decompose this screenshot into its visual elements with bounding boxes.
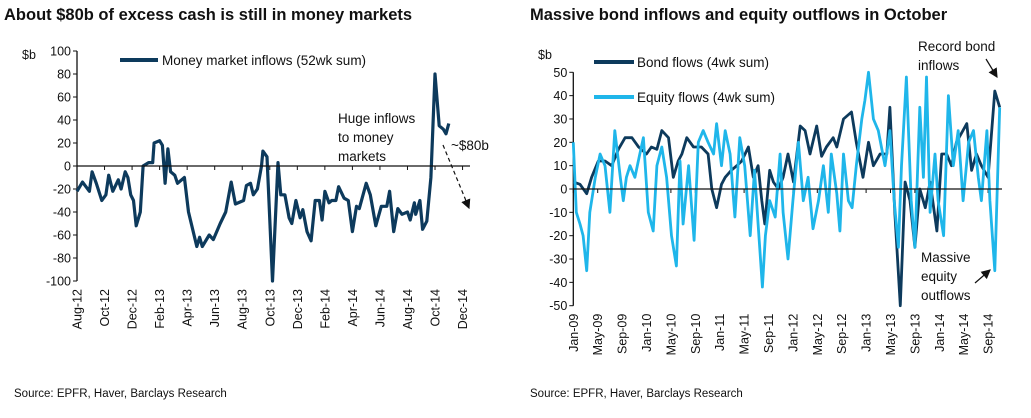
y-tick-label: 20 xyxy=(57,137,71,151)
series-line xyxy=(75,72,451,283)
y-tick-label: -40 xyxy=(53,206,71,220)
x-tick-label: Sep-12 xyxy=(835,314,849,354)
y-tick-label: 40 xyxy=(553,89,567,103)
y-tick-label: 50 xyxy=(553,66,567,80)
y-tick-label: 10 xyxy=(553,159,567,173)
annotation: Record bond xyxy=(918,39,995,54)
annotation-arrow xyxy=(985,58,998,79)
x-tick-label: Apr-14 xyxy=(346,289,360,327)
annotation: ~$80b xyxy=(451,138,489,153)
x-tick-label: Aug-13 xyxy=(236,289,250,329)
y-tick-label: -80 xyxy=(53,252,71,266)
x-tick-label: Jan-10 xyxy=(640,314,654,352)
y-tick-label: 30 xyxy=(553,112,567,126)
y-tick-label: 0 xyxy=(64,160,71,174)
chart-title: About $80b of excess cash is still in mo… xyxy=(4,6,412,24)
x-tick-label: Dec-14 xyxy=(456,289,470,329)
x-tick-label: Dec-12 xyxy=(126,289,140,329)
x-tick-label: May-09 xyxy=(591,314,605,356)
y-tick-label: 60 xyxy=(57,91,71,105)
annotation: equity xyxy=(921,269,957,284)
x-tick-label: Jan-09 xyxy=(567,314,581,352)
x-tick-label: Sep-09 xyxy=(616,314,630,354)
x-tick-label: Feb-14 xyxy=(318,289,332,329)
x-tick-label: Dec-13 xyxy=(291,289,305,329)
annotation: inflows xyxy=(918,58,960,73)
series-line xyxy=(571,70,1002,289)
source-note: Source: EPFR, Haver, Barclays Research xyxy=(530,388,743,400)
x-tick-label: Jun-13 xyxy=(208,289,222,327)
annotation: Huge inflows xyxy=(338,111,416,126)
x-tick-label: May-13 xyxy=(884,314,898,356)
x-tick-label: Jan-14 xyxy=(933,314,947,352)
y-tick-label: -20 xyxy=(549,229,567,243)
annotation: outflows xyxy=(921,288,971,303)
x-tick-label: Oct-14 xyxy=(429,289,443,327)
y-tick-label: -20 xyxy=(53,183,71,197)
x-tick-label: Jan-13 xyxy=(860,314,874,352)
y-axis-label: $b xyxy=(538,48,552,62)
x-tick-label: Aug-14 xyxy=(401,289,415,329)
x-tick-label: Sep-14 xyxy=(982,314,996,354)
annotation-arrow xyxy=(974,269,991,284)
x-tick-label: Oct-13 xyxy=(263,289,277,327)
y-tick-label: -10 xyxy=(549,206,567,220)
x-tick-label: Jan-12 xyxy=(786,314,800,352)
y-axis-label: $b xyxy=(22,48,36,62)
y-tick-label: 100 xyxy=(50,45,71,59)
x-tick-label: Jun-14 xyxy=(373,289,387,327)
bond-equity-chart: Massive bond inflows and equity outflows… xyxy=(530,6,1002,400)
annotation-arrow xyxy=(442,144,471,210)
chart-title: Massive bond inflows and equity outflows… xyxy=(530,6,948,24)
money-market-chart: About $80b of excess cash is still in mo… xyxy=(4,6,489,400)
x-tick-label: Oct-12 xyxy=(98,289,112,327)
series-line xyxy=(572,89,1002,308)
source-note: Source: EPFR, Haver, Barclays Research xyxy=(14,388,227,400)
x-tick-label: May-14 xyxy=(957,314,971,356)
y-tick-label: 40 xyxy=(57,114,71,128)
x-tick-label: Jan-11 xyxy=(713,314,727,351)
x-tick-label: Aug-12 xyxy=(71,289,85,329)
x-tick-label: Sep-13 xyxy=(908,314,922,354)
x-tick-label: Feb-13 xyxy=(153,289,167,329)
y-tick-label: -30 xyxy=(549,253,567,267)
y-tick-label: -40 xyxy=(549,276,567,290)
legend-label: Money market inflows (52wk sum) xyxy=(162,53,366,68)
y-tick-label: 20 xyxy=(553,136,567,150)
x-tick-label: Sep-10 xyxy=(689,314,703,354)
annotation: to money xyxy=(338,130,394,145)
legend-label: Equity flows (4wk sum) xyxy=(637,90,775,105)
y-tick-label: -50 xyxy=(549,299,567,313)
annotation: markets xyxy=(338,149,386,164)
x-tick-label: May-10 xyxy=(664,314,678,356)
y-tick-label: -60 xyxy=(53,229,71,243)
legend-label: Bond flows (4wk sum) xyxy=(637,55,769,70)
y-tick-label: 80 xyxy=(57,68,71,82)
y-tick-label: 0 xyxy=(560,183,567,197)
annotation: Massive xyxy=(921,250,971,265)
x-tick-label: Apr-13 xyxy=(181,289,195,327)
x-tick-label: Sep-11 xyxy=(762,314,776,353)
y-tick-label: -100 xyxy=(46,275,71,289)
x-tick-label: May-11 xyxy=(738,314,752,355)
x-tick-label: May-12 xyxy=(811,314,825,356)
